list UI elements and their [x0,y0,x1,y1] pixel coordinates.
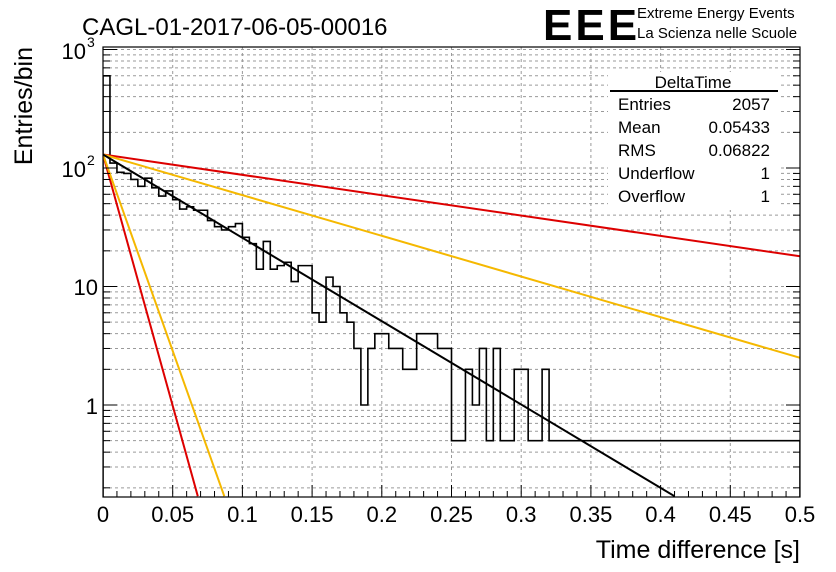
y-axis-label: Entries/bin [10,47,38,165]
y-tick-label-exp: 3 [87,34,95,50]
eee-logo: EEE Extreme Energy Events La Scienza nel… [543,1,797,50]
x-tick-label: 0.15 [291,502,334,527]
fit-line-upper-slope [103,153,800,359]
axis-ticks [102,49,801,497]
fit-line-lower-slope [103,154,226,497]
x-tick-label: 0 [97,502,109,527]
stats-label: Mean [618,118,661,137]
stats-label: Overflow [618,187,686,206]
x-tick-labels: 0 0.05 0.1 0.15 0.2 0.25 0.3 0.35 0.4 0.45 0.5 [97,502,815,527]
stats-value: 2057 [732,95,770,114]
y-tick-labels: 1 10 10 2 10 3 [62,34,98,419]
stats-box: DeltaTime Entries 2057 Mean 0.05433 RMS … [608,72,778,210]
stats-row: Overflow 1 [618,187,770,206]
x-tick-label: 0.5 [785,502,816,527]
fit-line-lower-slope [103,154,199,497]
y-tick-label-base: 10 [62,157,86,182]
x-tick-label: 0.2 [367,502,398,527]
x-tick-label: 0.05 [151,502,194,527]
x-tick-label: 0.35 [569,502,612,527]
y-tick-label: 10 [74,275,98,300]
x-tick-label: 0.3 [506,502,537,527]
logo-line2: La Scienza nelle Scuole [637,25,797,42]
stats-row: Underflow 1 [618,164,770,183]
stats-label: RMS [618,141,656,160]
x-axis-label: Time difference [s] [596,536,800,564]
logo-mark: EEE [543,1,640,50]
fit-lines [103,153,800,497]
y-tick-label-exp: 2 [87,152,95,168]
logo-line1: Extreme Energy Events [637,5,795,22]
x-tick-label: 0.45 [709,502,752,527]
stats-label: Underflow [618,164,695,183]
stats-value: 0.06822 [709,141,770,160]
plot-title: CAGL-01-2017-06-05-00016 [82,14,388,41]
stats-value: 1 [761,164,770,183]
stats-value: 1 [761,187,770,206]
stats-row: RMS 0.06822 [618,141,770,160]
fit-line-fit [103,153,676,497]
x-tick-label: 0.4 [645,502,676,527]
x-tick-label: 0.1 [227,502,258,527]
stats-box-bg [608,72,778,210]
stats-label: Entries [618,95,671,114]
stats-row: Entries 2057 [618,95,770,114]
fit-line-upper-slope [103,153,800,258]
y-tick-label-base: 10 [62,39,86,64]
x-tick-label: 0.25 [430,502,473,527]
stats-row: Mean 0.05433 [618,118,770,137]
stats-box-title: DeltaTime [655,73,732,92]
stats-value: 0.05433 [709,118,770,137]
y-tick-label: 1 [86,394,98,419]
